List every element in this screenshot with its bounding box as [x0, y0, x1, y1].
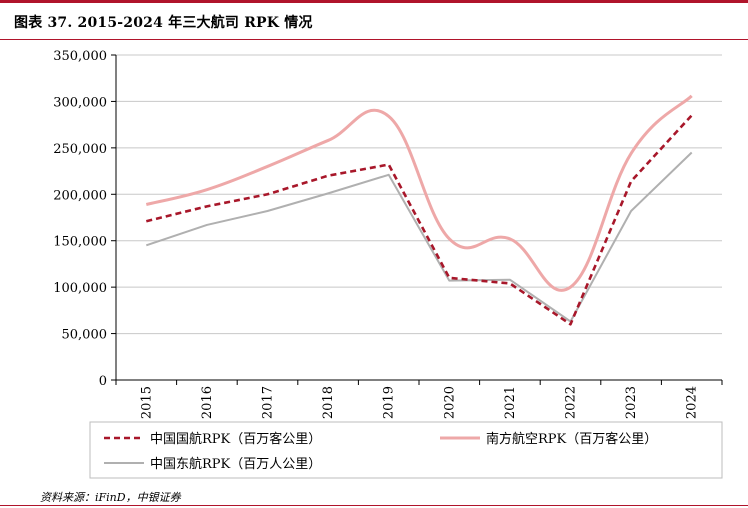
- x-tick-label: 2024: [685, 386, 700, 419]
- x-tick-label: 2015: [139, 386, 154, 419]
- legend-label-1: 南方航空RPK（百万客公里）: [486, 431, 657, 447]
- series-line-0: [145, 114, 693, 326]
- x-tick-label: 2018: [321, 386, 336, 419]
- y-tick-label: 300,000: [53, 95, 107, 110]
- x-tick-label: 2023: [624, 386, 639, 419]
- x-tick-label: 2019: [382, 386, 397, 419]
- y-tick-label: 350,000: [53, 49, 107, 64]
- x-tick-label: 2017: [261, 386, 276, 419]
- y-tick-label: 100,000: [53, 281, 107, 296]
- axes: 0 50,000 100,000 150,000 200,000 250,000 300,0…: [53, 49, 723, 419]
- x-tick-label: 2022: [564, 386, 579, 419]
- y-tick-label: 250,000: [53, 142, 107, 157]
- legend: 中国国航RPK（百万客公里） 南方航空RPK（百万客公里） 中国东航RPK（百万人公…: [89, 421, 723, 479]
- grid-lines: [116, 54, 722, 335]
- chart-title: 图表 37. 2015-2024 年三大航司 RPK 情况: [14, 15, 313, 31]
- y-tick-label: 200,000: [53, 188, 107, 203]
- y-tick-label: 0: [99, 374, 107, 389]
- x-tick-label: 2020: [442, 386, 457, 419]
- header-accent-bar: [0, 0, 748, 3]
- footer-divider: [0, 505, 748, 506]
- x-tick-label: 2021: [503, 386, 518, 419]
- y-tick-label: 150,000: [53, 235, 107, 250]
- x-tick-label: 2016: [200, 386, 215, 419]
- legend-box: [89, 421, 723, 479]
- title-divider: [0, 39, 748, 40]
- source-note: 资料来源：iFinD，中银证券: [40, 491, 181, 504]
- legend-label-0: 中国国航RPK（百万客公里）: [150, 431, 321, 447]
- series-line-2: [145, 151, 693, 323]
- legend-label-2: 中国东航RPK（百万人公里）: [150, 456, 321, 472]
- rpk-line-chart: 0 50,000 100,000 150,000 200,000 250,000 300,0…: [53, 49, 723, 479]
- series-line-1: [145, 94, 693, 292]
- series-lines: [145, 94, 693, 326]
- y-tick-label: 50,000: [62, 328, 108, 343]
